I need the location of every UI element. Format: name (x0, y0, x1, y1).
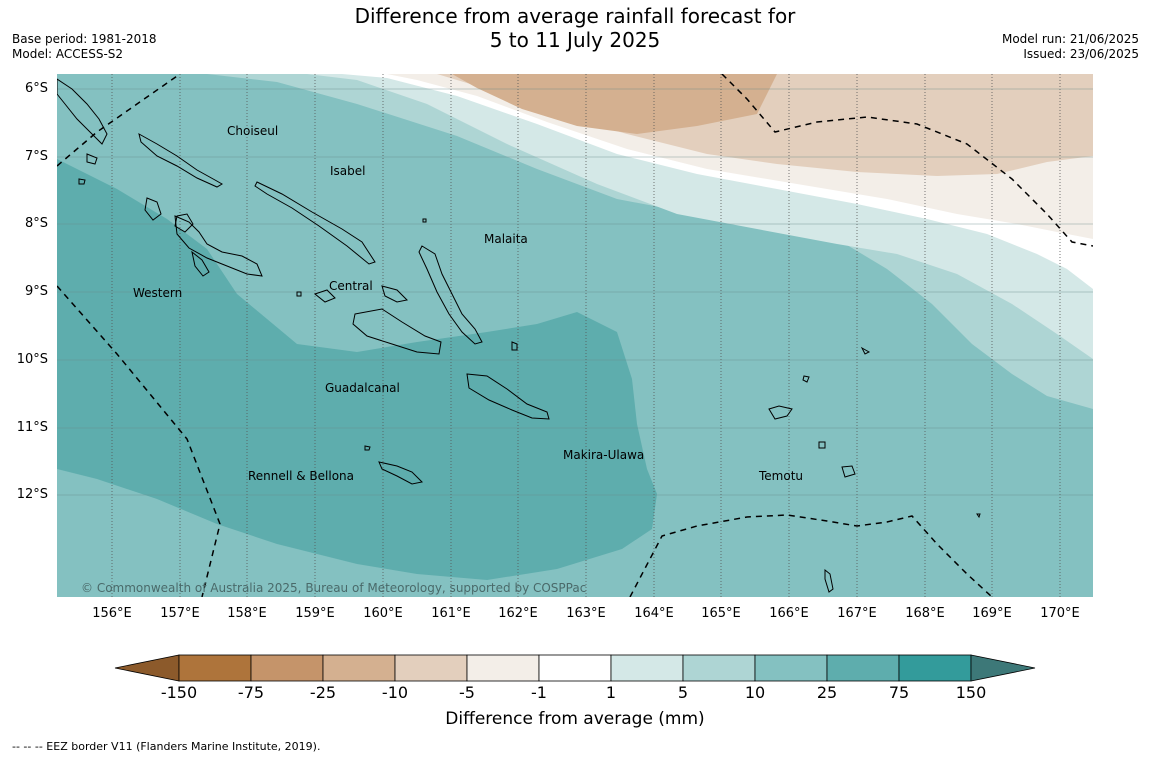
title-line-2: 5 to 11 July 2025 (489, 28, 661, 52)
colorbar-swatch (682, 654, 756, 682)
island-russell (381, 285, 409, 303)
band-25-to-75 (57, 159, 657, 580)
place-guadalcanal: Guadalcanal (325, 381, 400, 395)
colorbar-title: Difference from average (mm) (445, 709, 705, 729)
lon-label: 162°E (498, 606, 538, 621)
island-south-malaita (511, 341, 518, 351)
model-run: Model run: 21/06/2025 (1001, 32, 1139, 46)
island-guadalcanal (352, 308, 442, 355)
lon-label: 160°E (363, 606, 403, 621)
lon-label: 170°E (1040, 606, 1080, 621)
island-sikaiana (422, 218, 427, 223)
colorbar-tick: -25 (309, 683, 337, 702)
longitude-gridlines (111, 74, 1061, 597)
latitude-gridlines (57, 88, 1093, 496)
lat-label: 7°S (24, 149, 48, 164)
colorbar-tick: -75 (237, 683, 265, 702)
lon-label: 156°E (92, 606, 132, 621)
island-shortland (86, 153, 98, 165)
lon-label: 166°E (769, 606, 809, 621)
colorbar-tick: 5 (677, 683, 689, 702)
island-duff (976, 513, 981, 519)
colorbar (114, 654, 1036, 682)
colorbar-swatch (466, 654, 540, 682)
lon-label: 158°E (227, 606, 267, 621)
place-central: Central (329, 279, 373, 293)
eez-legend-note: -- -- -- EEZ border V11 (Flanders Marine… (12, 740, 321, 753)
island-reef-islands (802, 375, 810, 383)
place-isabel: Isabel (330, 164, 366, 178)
colorbar-tick: -10 (381, 683, 409, 702)
colorbar-swatch (610, 654, 684, 682)
island-rendova (191, 250, 210, 277)
rainfall-map (57, 74, 1093, 597)
place-makira-ulawa: Makira-Ulawa (563, 448, 645, 462)
island-utupua (818, 441, 826, 449)
colorbar-swatch (178, 654, 252, 682)
colorbar-extend-low (114, 654, 180, 682)
island-anuta (824, 568, 834, 593)
lon-label: 168°E (905, 606, 945, 621)
colorbar-tick: -150 (160, 683, 198, 702)
island-bellona (364, 445, 371, 451)
eez-border (57, 74, 1093, 597)
lon-label: 163°E (566, 606, 606, 621)
colorbar-tick: -1 (531, 683, 547, 702)
colorbar-swatch (394, 654, 468, 682)
island-ontong (78, 178, 86, 185)
issued-date: Issued: 23/06/2025 (1023, 47, 1139, 61)
title-line-1: Difference from average rainfall forecas… (354, 4, 796, 28)
island-rennell (378, 461, 424, 485)
island-vella-lavella (144, 197, 162, 221)
copyright-notice: © Commonwealth of Australia 2025, Bureau… (81, 581, 587, 595)
colorbar-tick: 1 (605, 683, 617, 702)
place-temotu: Temotu (759, 469, 804, 483)
colorbar-tick: 10 (744, 683, 766, 702)
lon-label: 157°E (160, 606, 200, 621)
colorbar-tick: 25 (816, 683, 838, 702)
colorbar-swatch (826, 654, 900, 682)
colorbar-tick: 150 (955, 683, 987, 702)
colorbar-tick: 75 (888, 683, 910, 702)
lon-label: 161°E (431, 606, 471, 621)
island-choiseul-north (57, 78, 108, 145)
island-malaita (418, 245, 483, 345)
islands (57, 78, 981, 593)
island-choiseul (138, 133, 223, 188)
lon-label: 169°E (972, 606, 1012, 621)
colorbar-tick: -5 (459, 683, 475, 702)
lon-label: 159°E (295, 606, 335, 621)
island-kolombangara (174, 213, 194, 233)
colorbar-swatch (754, 654, 828, 682)
place-malaita: Malaita (484, 232, 528, 246)
lat-label: 6°S (24, 81, 48, 96)
place-western: Western (133, 286, 183, 300)
lon-label: 164°E (634, 606, 674, 621)
island-makira (466, 373, 550, 420)
colorbar-swatch (250, 654, 324, 682)
model-name: Model: ACCESS-S2 (12, 47, 124, 61)
colorbar-extend-high (970, 654, 1036, 682)
base-period: Base period: 1981-2018 (12, 32, 157, 46)
colorbar-swatch (898, 654, 972, 682)
colorbar-swatches (178, 654, 972, 682)
colorbar-swatch (322, 654, 396, 682)
lat-label: 8°S (24, 216, 48, 231)
island-santa-cruz (768, 405, 793, 420)
place-choiseul: Choiseul (227, 124, 279, 138)
lat-label: 12°S (16, 487, 48, 502)
lon-label: 167°E (837, 606, 877, 621)
lat-label: 11°S (16, 420, 48, 435)
lat-label: 10°S (16, 352, 48, 367)
island-vanikoro (841, 465, 856, 478)
place-rennell-bellona: Rennell & Bellona (248, 469, 355, 483)
island-isabel (254, 181, 376, 265)
island-new-georgia (174, 215, 263, 277)
island-florida (313, 289, 336, 303)
lon-label: 165°E (701, 606, 741, 621)
lat-label: 9°S (24, 284, 48, 299)
island-tikopia (860, 346, 871, 355)
island-savo (296, 291, 302, 297)
colorbar-swatch (538, 654, 612, 682)
